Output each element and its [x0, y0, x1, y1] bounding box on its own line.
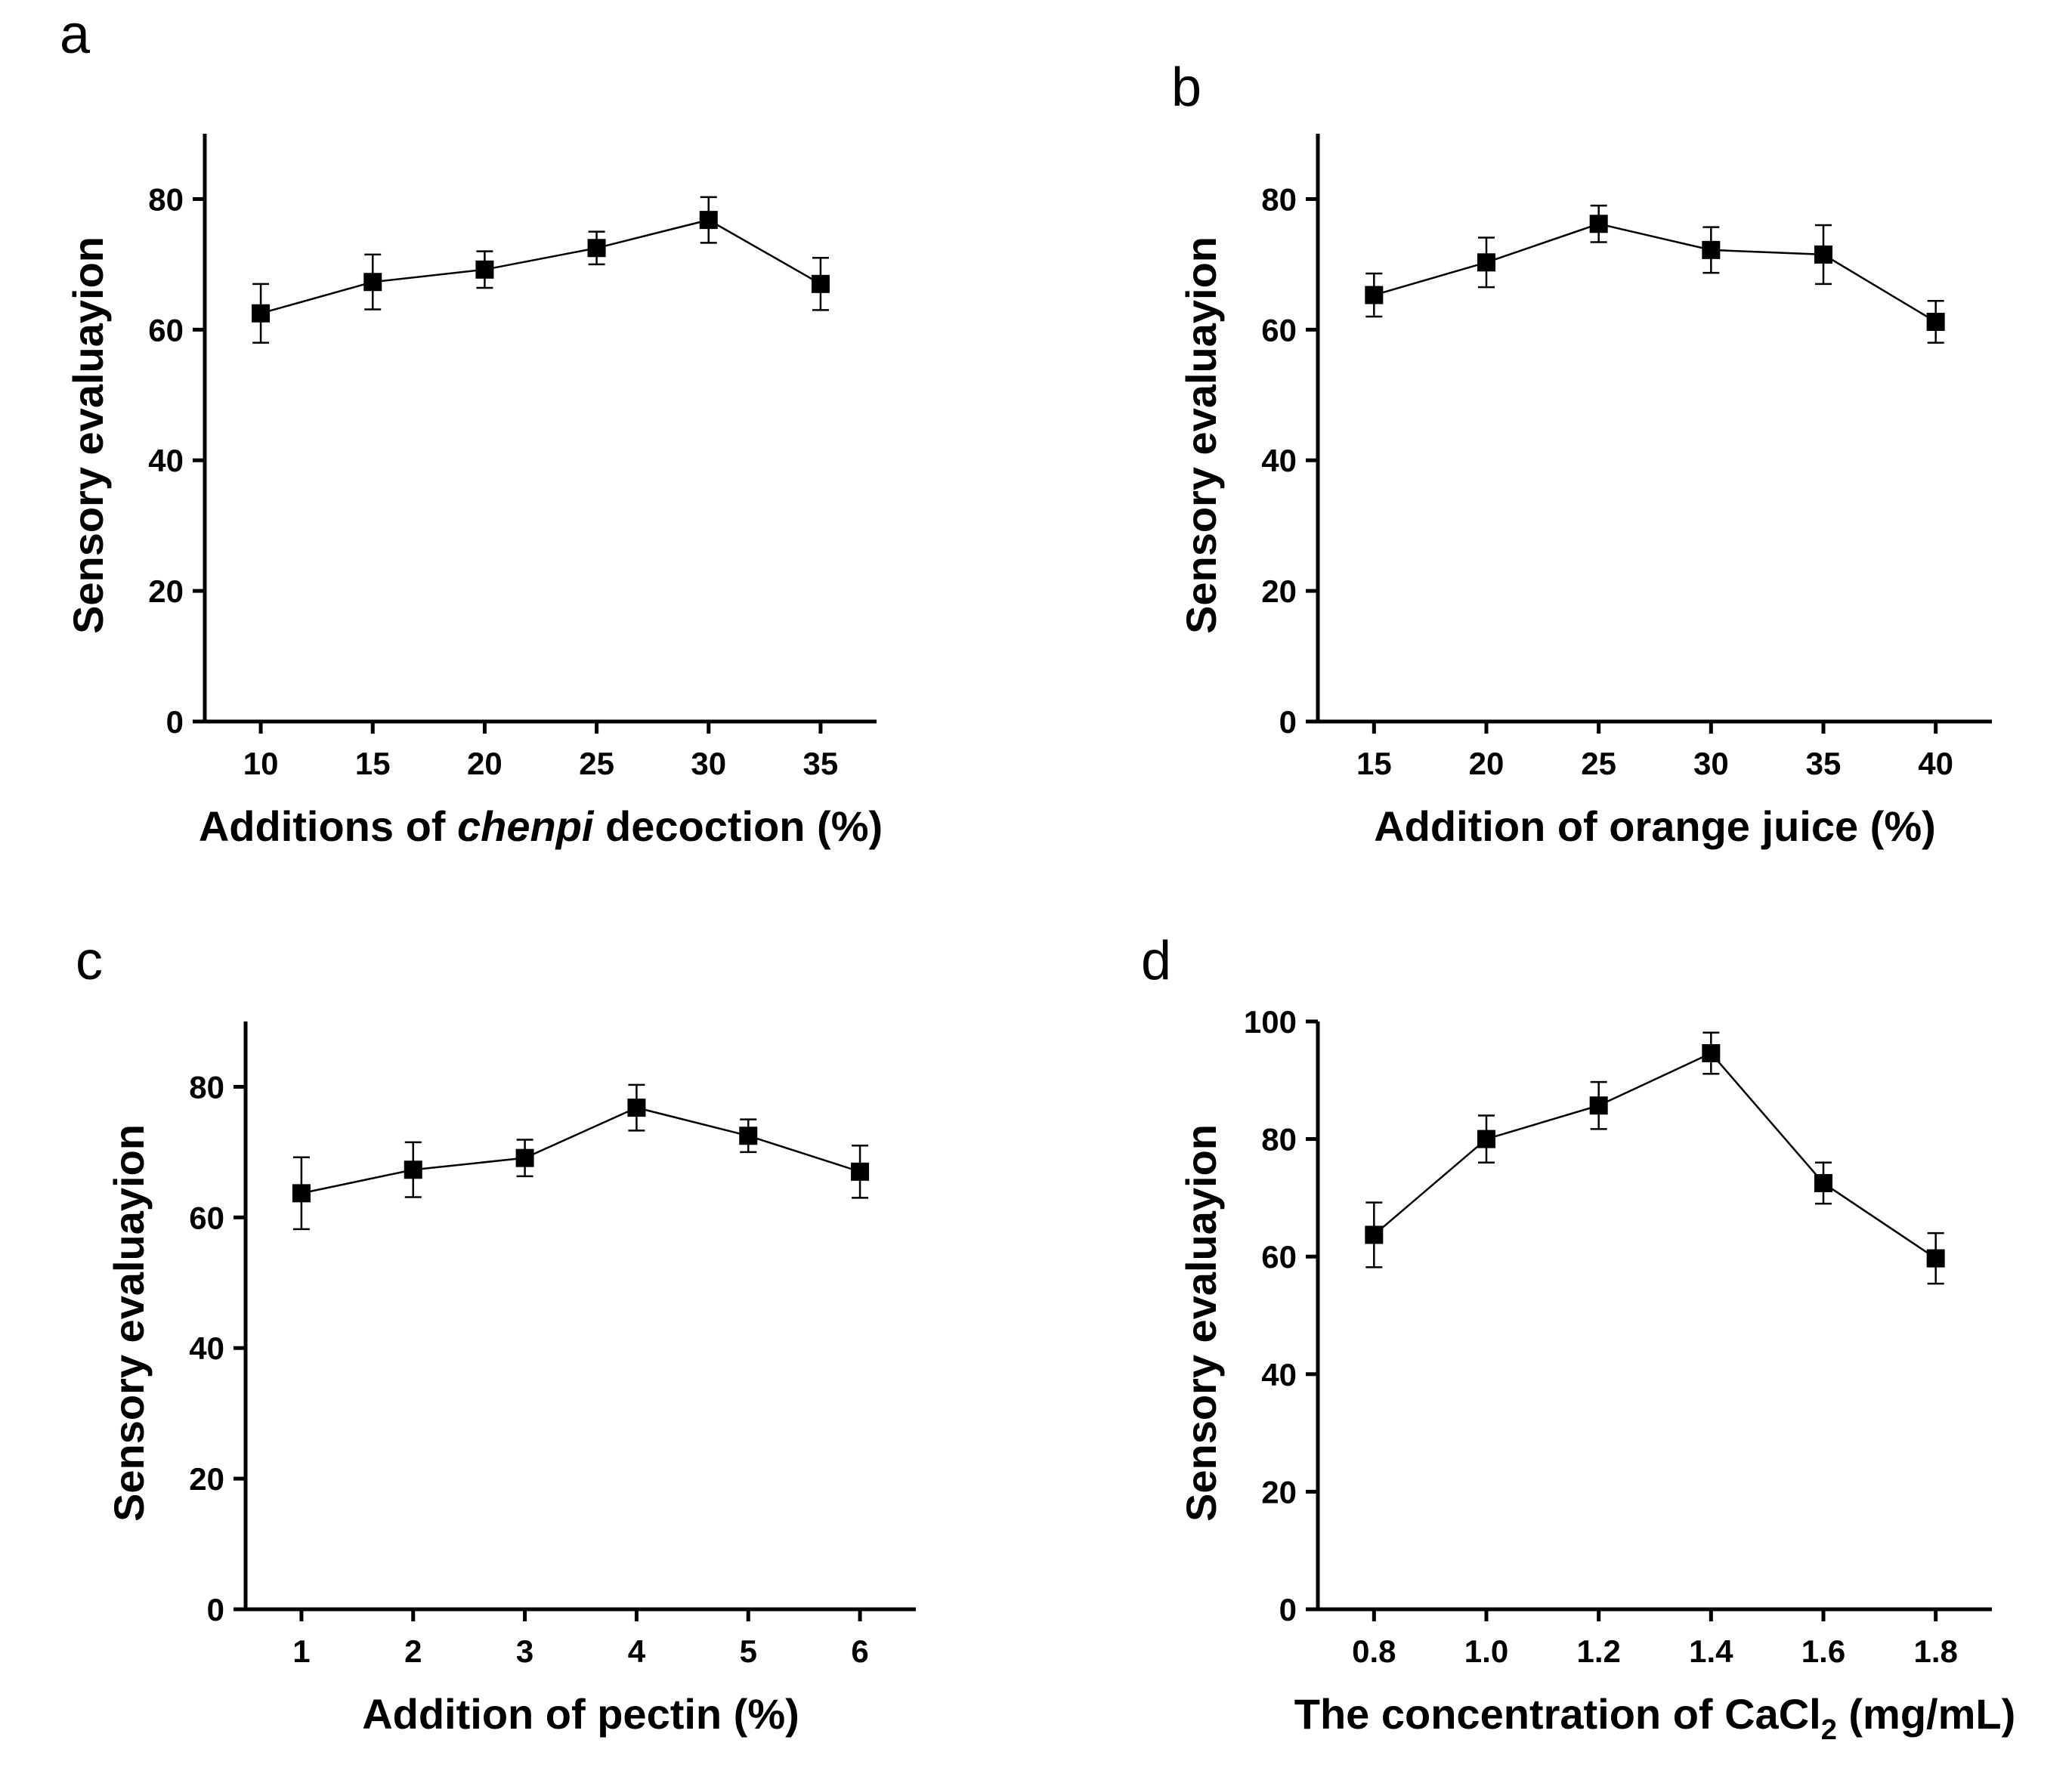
label-part: Additions of: [199, 802, 457, 850]
data-line: [301, 1106, 861, 1194]
marker: [627, 1099, 646, 1117]
panel-label: a: [60, 5, 91, 65]
marker: [1702, 240, 1721, 259]
y-tick-label: 20: [1261, 573, 1297, 609]
marker: [1589, 215, 1608, 233]
x-tick-label: 15: [1356, 746, 1392, 781]
y-tick-label: 20: [148, 573, 184, 609]
x-tick-label: 35: [1806, 746, 1842, 781]
marker: [475, 260, 494, 279]
marker: [1477, 253, 1495, 272]
x-tick-label: 20: [467, 746, 503, 781]
marker: [699, 211, 718, 230]
x-tick-label: 1.8: [1913, 1633, 1957, 1669]
marker: [851, 1162, 870, 1181]
x-tick-label: 2: [404, 1633, 422, 1669]
marker: [1589, 1096, 1608, 1115]
marker: [1365, 286, 1384, 304]
x-tick-label: 40: [1918, 746, 1953, 781]
panel-label: b: [1171, 57, 1201, 118]
marker: [515, 1148, 534, 1167]
y-tick-label: 0: [1279, 704, 1297, 740]
x-tick-label: 1.6: [1801, 1633, 1845, 1669]
label-part: 2: [1821, 1714, 1837, 1746]
label-part: decoction (%): [593, 802, 883, 850]
y-tick-label: 60: [1261, 312, 1297, 348]
x-tick-label: 4: [628, 1633, 646, 1669]
x-tick-label: 0.8: [1352, 1633, 1396, 1669]
x-tick-label: 25: [1581, 746, 1616, 781]
x-tick-label: 30: [1693, 746, 1729, 781]
y-tick-label: 40: [1261, 443, 1297, 478]
y-tick-label: 80: [1261, 181, 1297, 217]
marker: [1814, 1173, 1832, 1192]
y-tick-label: 80: [148, 181, 184, 217]
y-tick-label: 40: [189, 1330, 224, 1366]
marker: [1365, 1225, 1384, 1244]
marker: [404, 1160, 422, 1179]
marker: [363, 273, 382, 292]
data-line: [260, 218, 821, 314]
x-tick-label: 15: [355, 746, 391, 781]
x-axis-label: Additions of chenpi decoction (%): [199, 802, 883, 850]
marker: [1926, 1249, 1945, 1268]
x-tick-label: 5: [740, 1633, 757, 1669]
x-tick-label: 30: [691, 746, 726, 781]
marker: [1477, 1130, 1495, 1148]
y-tick-label: 20: [1261, 1474, 1297, 1510]
x-tick-label: 1.0: [1464, 1633, 1508, 1669]
x-axis-label: Addition of pectin (%): [362, 1690, 799, 1738]
marker: [1926, 312, 1945, 331]
y-tick-label: 80: [1261, 1122, 1297, 1157]
y-tick-label: 0: [1279, 1592, 1297, 1627]
x-tick-label: 10: [243, 746, 279, 781]
marker: [739, 1126, 758, 1145]
marker: [1702, 1044, 1721, 1063]
y-axis-label: Sensory evaluayion: [64, 236, 112, 634]
y-tick-label: 100: [1244, 1004, 1297, 1040]
x-tick-label: 3: [516, 1633, 533, 1669]
label-part: (mg/mL): [1837, 1690, 2015, 1738]
label-part: The concentration of CaCl: [1294, 1690, 1821, 1738]
y-tick-label: 40: [148, 443, 184, 478]
x-tick-label: 6: [851, 1633, 868, 1669]
y-axis-label: Sensory evaluayion: [105, 1124, 153, 1522]
panel-label: d: [1141, 931, 1171, 991]
marker: [1814, 245, 1832, 264]
y-axis-label: Sensory evaluayion: [1177, 1124, 1225, 1522]
marker: [811, 274, 830, 293]
y-tick-label: 40: [1261, 1357, 1297, 1392]
marker: [587, 239, 606, 258]
marker: [252, 304, 271, 323]
y-tick-label: 60: [1261, 1239, 1297, 1275]
y-tick-label: 0: [207, 1592, 224, 1627]
x-axis-label: Addition of orange juice (%): [1374, 802, 1936, 850]
x-tick-label: 25: [579, 746, 614, 781]
x-axis-label: The concentration of CaCl2 (mg/mL): [1294, 1690, 2016, 1746]
marker: [292, 1184, 311, 1203]
y-tick-label: 60: [189, 1200, 224, 1235]
x-tick-label: 1: [292, 1633, 310, 1669]
panel-label: c: [76, 931, 103, 991]
y-tick-label: 0: [166, 704, 184, 740]
y-tick-label: 60: [148, 312, 184, 348]
x-tick-label: 35: [803, 746, 839, 781]
y-tick-label: 80: [189, 1069, 224, 1105]
y-tick-label: 20: [189, 1461, 224, 1497]
data-line: [1373, 1052, 1937, 1259]
x-tick-label: 20: [1469, 746, 1505, 781]
label-part: chenpi: [457, 802, 595, 850]
y-axis-label: Sensory evaluayion: [1177, 236, 1225, 634]
x-tick-label: 1.4: [1689, 1633, 1733, 1669]
x-tick-label: 1.2: [1576, 1633, 1620, 1669]
data-line: [1373, 222, 1937, 323]
